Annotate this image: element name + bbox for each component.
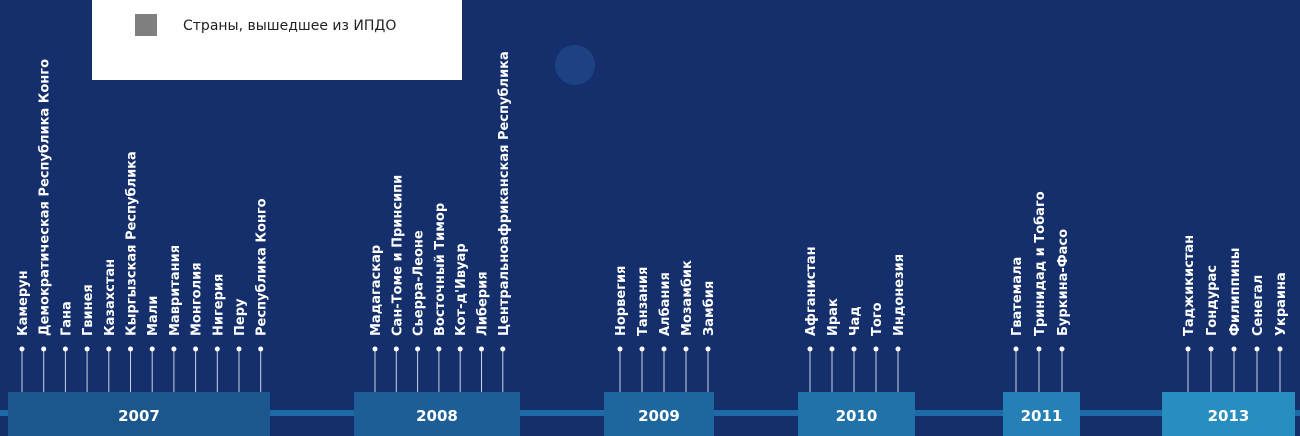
country-label: Кыргызская Республика [125, 151, 140, 336]
country-label: Мозамбик [680, 260, 695, 336]
country-label: Норвегия [614, 266, 629, 336]
country-label: Республика Конго [255, 198, 270, 336]
dot [84, 346, 90, 352]
year-label: 2009 [638, 407, 680, 425]
country-label: Демократическая Республика Конго [38, 59, 53, 336]
dot [19, 346, 25, 352]
country-label: Того [870, 302, 885, 336]
year-box [798, 392, 915, 436]
country-label: Буркина-Фасо [1056, 229, 1071, 336]
country-label: Албания [658, 272, 673, 336]
dot [1013, 346, 1019, 352]
country-label: Гондурас [1205, 265, 1220, 336]
country-label: Монголия [190, 262, 205, 336]
dot [41, 346, 47, 352]
country-label: Казахстан [103, 259, 118, 336]
year-box [8, 392, 270, 436]
country-label: Гана [59, 301, 74, 336]
dot [372, 346, 378, 352]
dot [705, 346, 711, 352]
dot [128, 346, 133, 352]
dot [873, 346, 879, 352]
country-label: Восточный Тимор [433, 203, 448, 336]
dot [1059, 346, 1065, 352]
dot [1231, 346, 1237, 352]
dot [1185, 346, 1191, 352]
country-label: Перу [233, 298, 248, 336]
country-label: Мавритания [168, 245, 183, 336]
year-label: 2011 [1021, 407, 1063, 425]
year-box [354, 392, 520, 436]
country-label: Таджикистан [1182, 235, 1197, 336]
year-box [1003, 392, 1080, 436]
country-label: Либерия [476, 271, 491, 336]
year-label: 2013 [1208, 407, 1250, 425]
dot [661, 346, 667, 352]
country-label: Тринидад и Тобаго [1033, 191, 1048, 336]
dot [1208, 346, 1214, 352]
dot [436, 346, 442, 352]
country-label: Ирак [826, 298, 841, 336]
country-label: Танзания [636, 267, 651, 336]
country-label: Нигерия [211, 274, 226, 336]
dot [829, 346, 835, 352]
country-label: Кот-д'Ивуар [454, 243, 469, 336]
legend-box [92, 0, 462, 80]
dot [639, 346, 645, 352]
country-label: Индонезия [892, 254, 907, 336]
dot [807, 346, 813, 352]
dot [617, 346, 623, 352]
dot [258, 346, 264, 352]
country-label: Центральноафриканская Республика [497, 51, 512, 336]
dot [214, 346, 220, 352]
year-box [1162, 392, 1295, 436]
legend-label: Страны, вышедшее из ИПДО [183, 18, 396, 34]
country-label: Афганистан [804, 246, 819, 336]
dot [171, 346, 177, 352]
country-label: Филиппины [1228, 248, 1243, 336]
dot [106, 346, 112, 352]
dot [457, 346, 463, 352]
year-label: 2007 [118, 407, 160, 425]
country-label: Украина [1274, 272, 1289, 336]
dot [500, 346, 506, 352]
country-label: Чад [848, 306, 863, 336]
dot [415, 346, 421, 352]
country-label: Сьерра-Леоне [412, 230, 427, 336]
dot [149, 346, 155, 352]
dot [895, 346, 901, 352]
country-label: Мадагаскар [369, 245, 384, 336]
legend-swatch [135, 14, 157, 36]
dot [1036, 346, 1042, 352]
country-label: Сан-Томе и Принсипи [390, 175, 405, 336]
year-label: 2008 [416, 407, 458, 425]
dot [393, 346, 399, 352]
country-label: Сенегал [1251, 275, 1266, 336]
dot [479, 346, 484, 352]
country-label: Гвинея [81, 284, 96, 336]
country-label: Гватемала [1010, 257, 1025, 336]
country-label: Замбия [702, 281, 717, 336]
dot [851, 346, 857, 352]
decor-circle [555, 45, 595, 85]
dot [62, 346, 68, 352]
dot [236, 346, 242, 352]
year-box [604, 392, 714, 436]
year-label: 2010 [836, 407, 878, 425]
country-label: Мали [146, 296, 161, 336]
dot [193, 346, 199, 352]
dot [1277, 346, 1283, 352]
dot [1254, 346, 1260, 352]
country-label: Камерун [16, 270, 31, 336]
dot [683, 346, 689, 352]
